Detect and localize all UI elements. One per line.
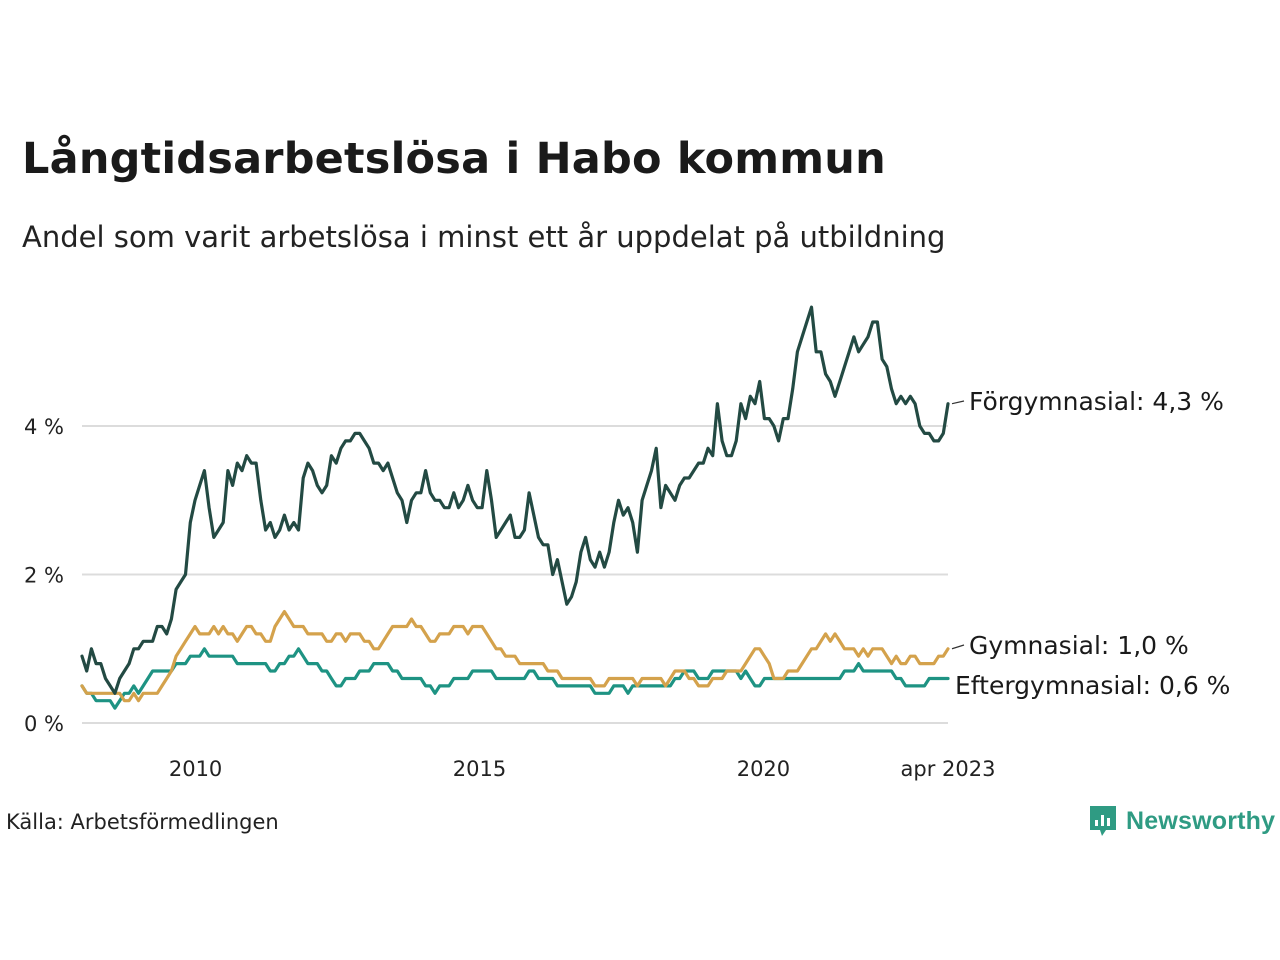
series-label-förgymnasial: Förgymnasial: 4,3 % (969, 387, 1224, 416)
series-line-gymnasial (80, 609, 950, 703)
x-tick-label: 2015 (453, 757, 506, 781)
series-lines (80, 305, 950, 710)
brand-name: Newsworthy (1126, 806, 1276, 835)
x-tick-label: 2010 (169, 757, 222, 781)
y-tick-label: 2 % (24, 564, 64, 588)
grid-lines (82, 425, 948, 724)
leader-line (951, 644, 965, 650)
chart-title: Långtidsarbetslösa i Habo kommun (22, 134, 886, 184)
series-line-förgymnasial (80, 305, 950, 695)
series-line-eftergymnasial (80, 647, 950, 710)
chart-subtitle: Andel som varit arbetslösa i minst ett å… (22, 220, 946, 254)
source-note: Källa: Arbetsförmedlingen (6, 810, 279, 834)
y-tick-label: 4 % (24, 415, 64, 439)
axis-labels: 0 % 2 % 4 % 2010 2015 2020 apr 2023 (24, 415, 995, 781)
y-tick-label: 0 % (24, 712, 64, 736)
series-labels: Förgymnasial: 4,3 % Gymnasial: 1,0 % Efter… (951, 387, 1230, 700)
brand-logo: Newsworthy (1088, 804, 1275, 838)
leader-line (951, 400, 965, 405)
series-label-gymnasial: Gymnasial: 1,0 % (969, 631, 1189, 660)
x-tick-label: apr 2023 (901, 757, 996, 781)
chart-icon (1090, 806, 1116, 836)
x-tick-label: 2020 (737, 757, 790, 781)
series-label-eftergymnasial: Eftergymnasial: 0,6 % (955, 671, 1230, 700)
